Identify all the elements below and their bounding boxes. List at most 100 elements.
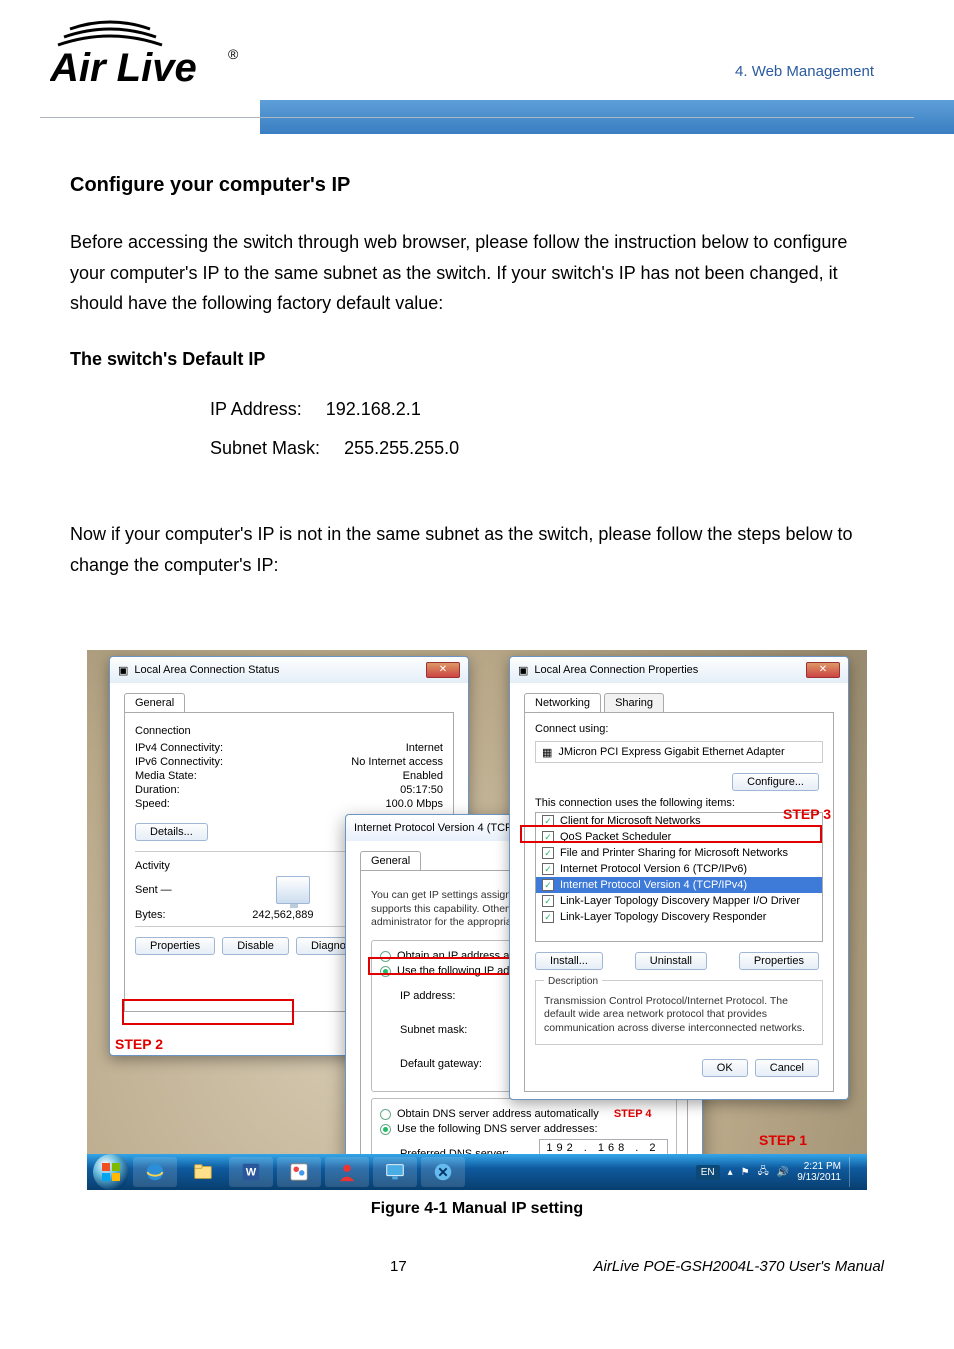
status-title: Local Area Connection Status — [134, 664, 279, 676]
bytes-sent: 242,562,889 — [252, 909, 313, 921]
checkbox-icon[interactable]: ✓ — [542, 879, 554, 891]
show-desktop-button[interactable] — [849, 1157, 857, 1187]
window-lan-properties: ▣ Local Area Connection Properties ✕ Net… — [509, 656, 849, 1100]
checkbox-icon[interactable]: ✓ — [542, 863, 554, 875]
kv-key: IPv4 Connectivity: — [135, 742, 223, 754]
tab-networking[interactable]: Networking — [524, 693, 601, 712]
svg-text:W: W — [246, 1167, 257, 1179]
clock-time: 2:21 PM — [797, 1161, 841, 1172]
label-use-dns: Use the following DNS server addresses: — [397, 1123, 598, 1135]
ip-label: IP Address: — [210, 390, 302, 430]
label-bytes: Bytes: — [135, 909, 166, 921]
kv-val: 05:17:50 — [400, 784, 443, 796]
monitor-icon: ▣ — [518, 664, 528, 677]
mask-label: Subnet Mask: — [210, 429, 320, 469]
kv-key: Duration: — [135, 784, 180, 796]
kv-key: IPv6 Connectivity: — [135, 756, 223, 768]
taskbar-person-icon[interactable] — [325, 1157, 369, 1187]
step4-label: STEP 4 — [614, 1108, 652, 1120]
ip-value: 192.168.2.1 — [326, 390, 421, 430]
tab-general[interactable]: General — [360, 851, 421, 870]
list-item[interactable]: Link-Layer Topology Discovery Mapper I/O… — [560, 895, 800, 907]
list-item[interactable]: Link-Layer Topology Discovery Responder — [560, 911, 766, 923]
mask-value: 255.255.255.0 — [344, 429, 459, 469]
checkbox-icon[interactable]: ✓ — [542, 847, 554, 859]
label-description: Description — [544, 976, 602, 987]
monitor-icon: ▣ — [118, 664, 128, 677]
items-list[interactable]: ✓ Client for Microsoft Networks ✓ QoS Pack… — [535, 812, 823, 942]
doc-title: AirLive POE-GSH2004L-370 User's Manual — [594, 1258, 885, 1275]
lan-title: Local Area Connection Properties — [534, 664, 698, 676]
taskbar-monitor-icon[interactable] — [373, 1157, 417, 1187]
uninstall-button[interactable]: Uninstall — [635, 952, 707, 970]
list-item[interactable]: Internet Protocol Version 4 (TCP/IPv4) — [560, 879, 747, 891]
radio-use-ip[interactable] — [380, 966, 391, 977]
label-items: This connection uses the following items… — [535, 797, 823, 809]
kv-val: Internet — [406, 742, 443, 754]
adapter-name: JMicron PCI Express Gigabit Ethernet Ada… — [558, 746, 784, 758]
checkbox-icon[interactable]: ✓ — [542, 831, 554, 843]
heading-default-ip: The switch's Default IP — [70, 349, 884, 370]
tray-volume-icon[interactable]: 🔊 — [777, 1167, 789, 1178]
section-label: 4. Web Management — [735, 63, 874, 80]
tab-general[interactable]: General — [124, 693, 185, 712]
list-item[interactable]: Internet Protocol Version 6 (TCP/IPv6) — [560, 863, 747, 875]
default-ip-block: IP Address: 192.168.2.1 Subnet Mask: 255… — [210, 390, 884, 469]
airlive-logo: Air Live ® — [40, 10, 260, 100]
close-button[interactable]: ✕ — [806, 662, 840, 678]
checkbox-icon[interactable]: ✓ — [542, 895, 554, 907]
svg-text:Air Live: Air Live — [50, 46, 197, 90]
taskbar: W EN ▴ ⚑ 🖧 🔊 2:21 PM 9/13/2011 — [87, 1154, 867, 1190]
nic-icon: ▦ — [542, 746, 552, 759]
kv-val: No Internet access — [351, 756, 443, 768]
list-item[interactable]: QoS Packet Scheduler — [560, 831, 671, 843]
language-indicator[interactable]: EN — [696, 1165, 720, 1180]
list-item[interactable]: Client for Microsoft Networks — [560, 815, 701, 827]
disable-button[interactable]: Disable — [222, 937, 289, 955]
checkbox-icon[interactable]: ✓ — [542, 911, 554, 923]
taskbar-clock[interactable]: 2:21 PM 9/13/2011 — [797, 1161, 841, 1183]
tray-action-icon[interactable]: ⚑ — [741, 1167, 750, 1178]
tray-flag-icon[interactable]: ▴ — [728, 1167, 733, 1178]
screenshot-figure: ▣ Local Area Connection Status ✕ General… — [87, 650, 867, 1190]
list-item[interactable]: File and Printer Sharing for Microsoft N… — [560, 847, 788, 859]
para-change-ip: Now if your computer's IP is not in the … — [70, 519, 884, 580]
clock-date: 9/13/2011 — [797, 1172, 841, 1183]
close-button[interactable]: ✕ — [426, 662, 460, 678]
tab-sharing[interactable]: Sharing — [604, 693, 664, 712]
kv-val: Enabled — [403, 770, 443, 782]
install-button[interactable]: Install... — [535, 952, 603, 970]
details-button[interactable]: Details... — [135, 823, 208, 841]
label-auto-dns: Obtain DNS server address automatically — [397, 1108, 599, 1120]
label-sent: Sent — — [135, 884, 172, 896]
kv-val: 100.0 Mbps — [386, 798, 443, 810]
checkbox-icon[interactable]: ✓ — [542, 815, 554, 827]
ok-button[interactable]: OK — [702, 1059, 748, 1077]
properties-button[interactable]: Properties — [135, 937, 215, 955]
page-number: 17 — [390, 1258, 407, 1275]
properties-button[interactable]: Properties — [739, 952, 819, 970]
figure-caption: Figure 4-1 Manual IP setting — [0, 1200, 954, 1218]
step3-label: STEP 3 — [783, 806, 831, 822]
radio-auto-ip[interactable] — [380, 951, 391, 962]
taskbar-app-icon[interactable] — [421, 1157, 465, 1187]
taskbar-word-icon[interactable]: W — [229, 1157, 273, 1187]
configure-button[interactable]: Configure... — [732, 773, 819, 791]
monitor-icon — [276, 876, 310, 904]
step2-label: STEP 2 — [115, 1036, 163, 1052]
radio-use-dns[interactable] — [380, 1124, 391, 1135]
step1-label: STEP 1 — [759, 1132, 807, 1148]
taskbar-ie-icon[interactable] — [133, 1157, 177, 1187]
radio-auto-dns[interactable] — [380, 1109, 391, 1120]
para-intro: Before accessing the switch through web … — [70, 227, 884, 319]
start-button[interactable] — [93, 1154, 129, 1190]
svg-text:®: ® — [228, 46, 239, 62]
taskbar-explorer-icon[interactable] — [181, 1157, 225, 1187]
heading-configure-ip: Configure your computer's IP — [70, 174, 884, 197]
description-text: Transmission Control Protocol/Internet P… — [544, 995, 814, 1036]
tray-network-icon[interactable]: 🖧 — [758, 1164, 769, 1181]
label-connect-using: Connect using: — [535, 723, 823, 735]
label-connection: Connection — [135, 725, 443, 737]
cancel-button[interactable]: Cancel — [755, 1059, 819, 1077]
taskbar-paint-icon[interactable] — [277, 1157, 321, 1187]
